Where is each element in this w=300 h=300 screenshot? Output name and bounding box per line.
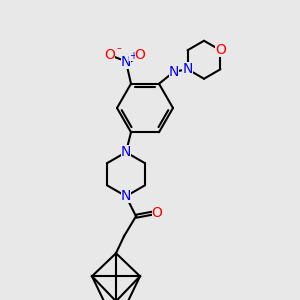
Text: N: N bbox=[121, 189, 131, 203]
Text: O: O bbox=[105, 48, 116, 62]
Text: O: O bbox=[135, 48, 146, 62]
Text: +: + bbox=[129, 51, 137, 61]
Text: N: N bbox=[169, 65, 179, 79]
Text: O: O bbox=[215, 43, 226, 57]
Text: O: O bbox=[152, 206, 162, 220]
Text: –: – bbox=[117, 43, 122, 53]
Text: N: N bbox=[121, 145, 131, 159]
Text: N: N bbox=[121, 55, 131, 69]
Text: N: N bbox=[182, 62, 193, 76]
